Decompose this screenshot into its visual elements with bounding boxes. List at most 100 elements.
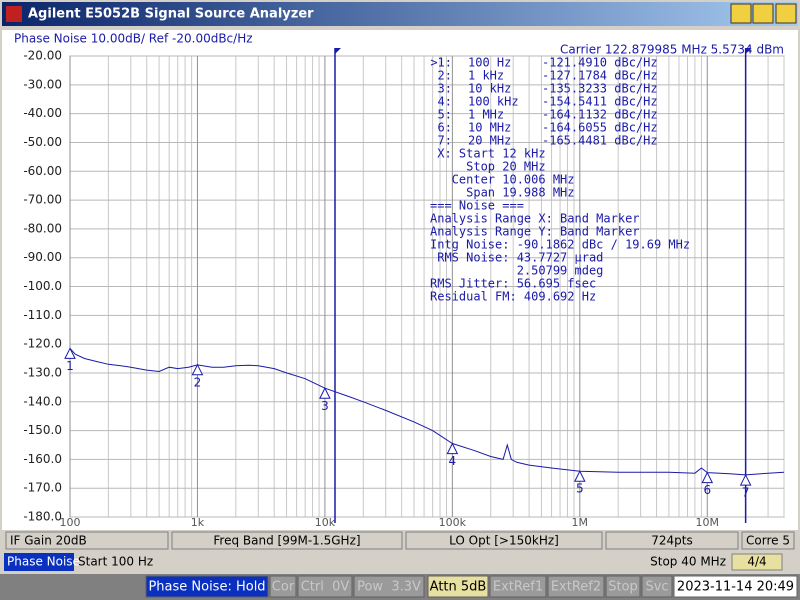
range-flag <box>334 48 341 54</box>
marker-table-value: -164.1132 dBc/Hz <box>542 108 658 122</box>
indicator-text: Phase Noise: Hold <box>148 580 265 595</box>
marker-label: 5 <box>576 482 584 496</box>
indicator-box <box>673 575 798 598</box>
marker-table-id: 5: <box>438 108 452 122</box>
minimize-button[interactable] <box>730 3 752 24</box>
marker-table-value: -127.1784 dBc/Hz <box>542 69 658 83</box>
marker-table-id: 6: <box>438 121 452 135</box>
trace-header: Phase Noise 10.00dB/ Ref -20.00dBc/Hz <box>14 32 253 46</box>
marker <box>64 347 76 359</box>
indicator-box <box>269 575 297 598</box>
status-box <box>605 531 739 550</box>
marker <box>446 442 459 455</box>
y-tick-label: -140.0 <box>23 394 62 408</box>
info-line: === Noise === <box>430 199 524 213</box>
indicator-box <box>427 575 489 598</box>
info-line: X: Start 12 kHz <box>430 147 546 161</box>
close-button[interactable] <box>775 3 797 24</box>
marker-label: 1 <box>66 359 74 373</box>
restore-button[interactable] <box>752 3 774 24</box>
marker-table-value: -164.6055 dBc/Hz <box>542 121 658 135</box>
indicator-box <box>489 575 547 598</box>
info-line: RMS Jitter: 56.695 fsec <box>430 277 596 291</box>
indicator-text: Pow 3.3V <box>357 580 421 595</box>
indicator-text: ExtRef2 <box>551 580 601 595</box>
range-flag <box>745 48 752 54</box>
marker-table-id: 4: <box>438 95 452 109</box>
marker <box>319 387 331 399</box>
x-tick-label: 1M <box>572 516 589 529</box>
marker-table-x: 1 kHz <box>468 69 504 83</box>
status-box <box>405 531 603 550</box>
marker <box>574 470 586 482</box>
info-line: Analysis Range X: Band Marker <box>430 212 640 226</box>
stop-text: Stop 40 MHz <box>650 555 726 569</box>
x-tick-label: 10k <box>315 516 336 529</box>
info-line: Analysis Range Y: Band Marker <box>430 225 640 239</box>
y-tick-label: -20.00 <box>23 49 62 63</box>
x-tick-label: 100k <box>439 516 467 529</box>
status-text: 724pts <box>651 534 692 548</box>
indicator-text: Stop <box>608 580 638 595</box>
mode-box <box>4 553 74 571</box>
status-box <box>171 531 403 550</box>
info-line: Stop 20 MHz <box>430 160 546 174</box>
y-tick-label: -180.0 <box>23 510 62 524</box>
marker-table-x: 10 kHz <box>468 82 511 96</box>
y-tick-label: -150.0 <box>23 423 62 437</box>
x-tick-label: 1k <box>191 516 205 529</box>
marker-table-id: 7: <box>438 134 452 148</box>
y-tick-label: -40.00 <box>23 106 62 120</box>
info-line: RMS Noise: 43.7727 µrad <box>430 251 603 265</box>
indicator-box <box>297 575 353 598</box>
status-box <box>741 531 795 550</box>
y-tick-label: -30.00 <box>23 77 62 91</box>
indicator-text: Ctrl 0V <box>301 580 350 595</box>
indicator-text: 2023-11-14 20:49 <box>677 580 794 595</box>
y-tick-label: -110.0 <box>23 308 62 322</box>
y-tick-label: -50.00 <box>23 135 62 149</box>
info-line: Span 19.988 MHz <box>430 186 575 200</box>
info-line: Center 10.006 MHz <box>430 173 575 187</box>
app-icon <box>6 6 22 22</box>
marker-label: 6 <box>703 483 711 497</box>
title-bar <box>2 2 798 26</box>
trace <box>69 348 785 476</box>
y-tick-label: -80.00 <box>23 221 62 235</box>
status-text: Corre 5 <box>746 534 790 548</box>
marker <box>701 471 714 484</box>
status-text: Freq Band [99M-1.5GHz] <box>213 534 360 548</box>
marker-table-value: -154.5411 dBc/Hz <box>542 95 658 109</box>
carrier: Carrier 122.879985 MHz <box>560 43 707 57</box>
status-box <box>5 531 169 550</box>
marker <box>191 363 204 376</box>
marker-table-value: -135.3233 dBc/Hz <box>542 82 658 96</box>
y-tick-label: -90.00 <box>23 250 62 264</box>
info-line: 2.50799 mdeg <box>430 264 603 278</box>
marker-table-id: 2: <box>438 69 452 83</box>
page-text: 4/4 <box>747 555 766 569</box>
status-text: IF Gain 20dB <box>10 534 87 548</box>
indicator-box <box>547 575 605 598</box>
window-buttons[interactable] <box>730 3 797 24</box>
y-tick-label: -170.0 <box>23 481 62 495</box>
marker-table-id: >1: <box>430 56 452 70</box>
marker-table-x: 100 kHz <box>468 95 519 109</box>
indicator-text: Cor <box>272 580 295 595</box>
indicator-box <box>145 575 269 598</box>
y-tick-label: -120.0 <box>23 337 62 351</box>
info-line: Residual FM: 409.692 Hz <box>430 290 596 304</box>
marker-label: 3 <box>321 399 329 413</box>
marker-label: 2 <box>194 375 202 389</box>
y-tick-label: -60.00 <box>23 164 62 178</box>
x-tick-label: 10M <box>696 516 720 529</box>
status-text: LO Opt [>150kHz] <box>449 534 559 548</box>
window-title: Agilent E5052B Signal Source Analyzer <box>28 7 314 22</box>
marker-table-value: -121.4910 dBc/Hz <box>542 56 658 70</box>
mode-text: Phase Noise <box>7 555 80 569</box>
marker-table-value: -165.4481 dBc/Hz <box>542 134 658 148</box>
indicator-box <box>605 575 641 598</box>
y-tick-label: -100.0 <box>23 279 62 293</box>
info-line: Intg Noise: -90.1862 dBc / 19.69 MHz <box>430 238 690 252</box>
